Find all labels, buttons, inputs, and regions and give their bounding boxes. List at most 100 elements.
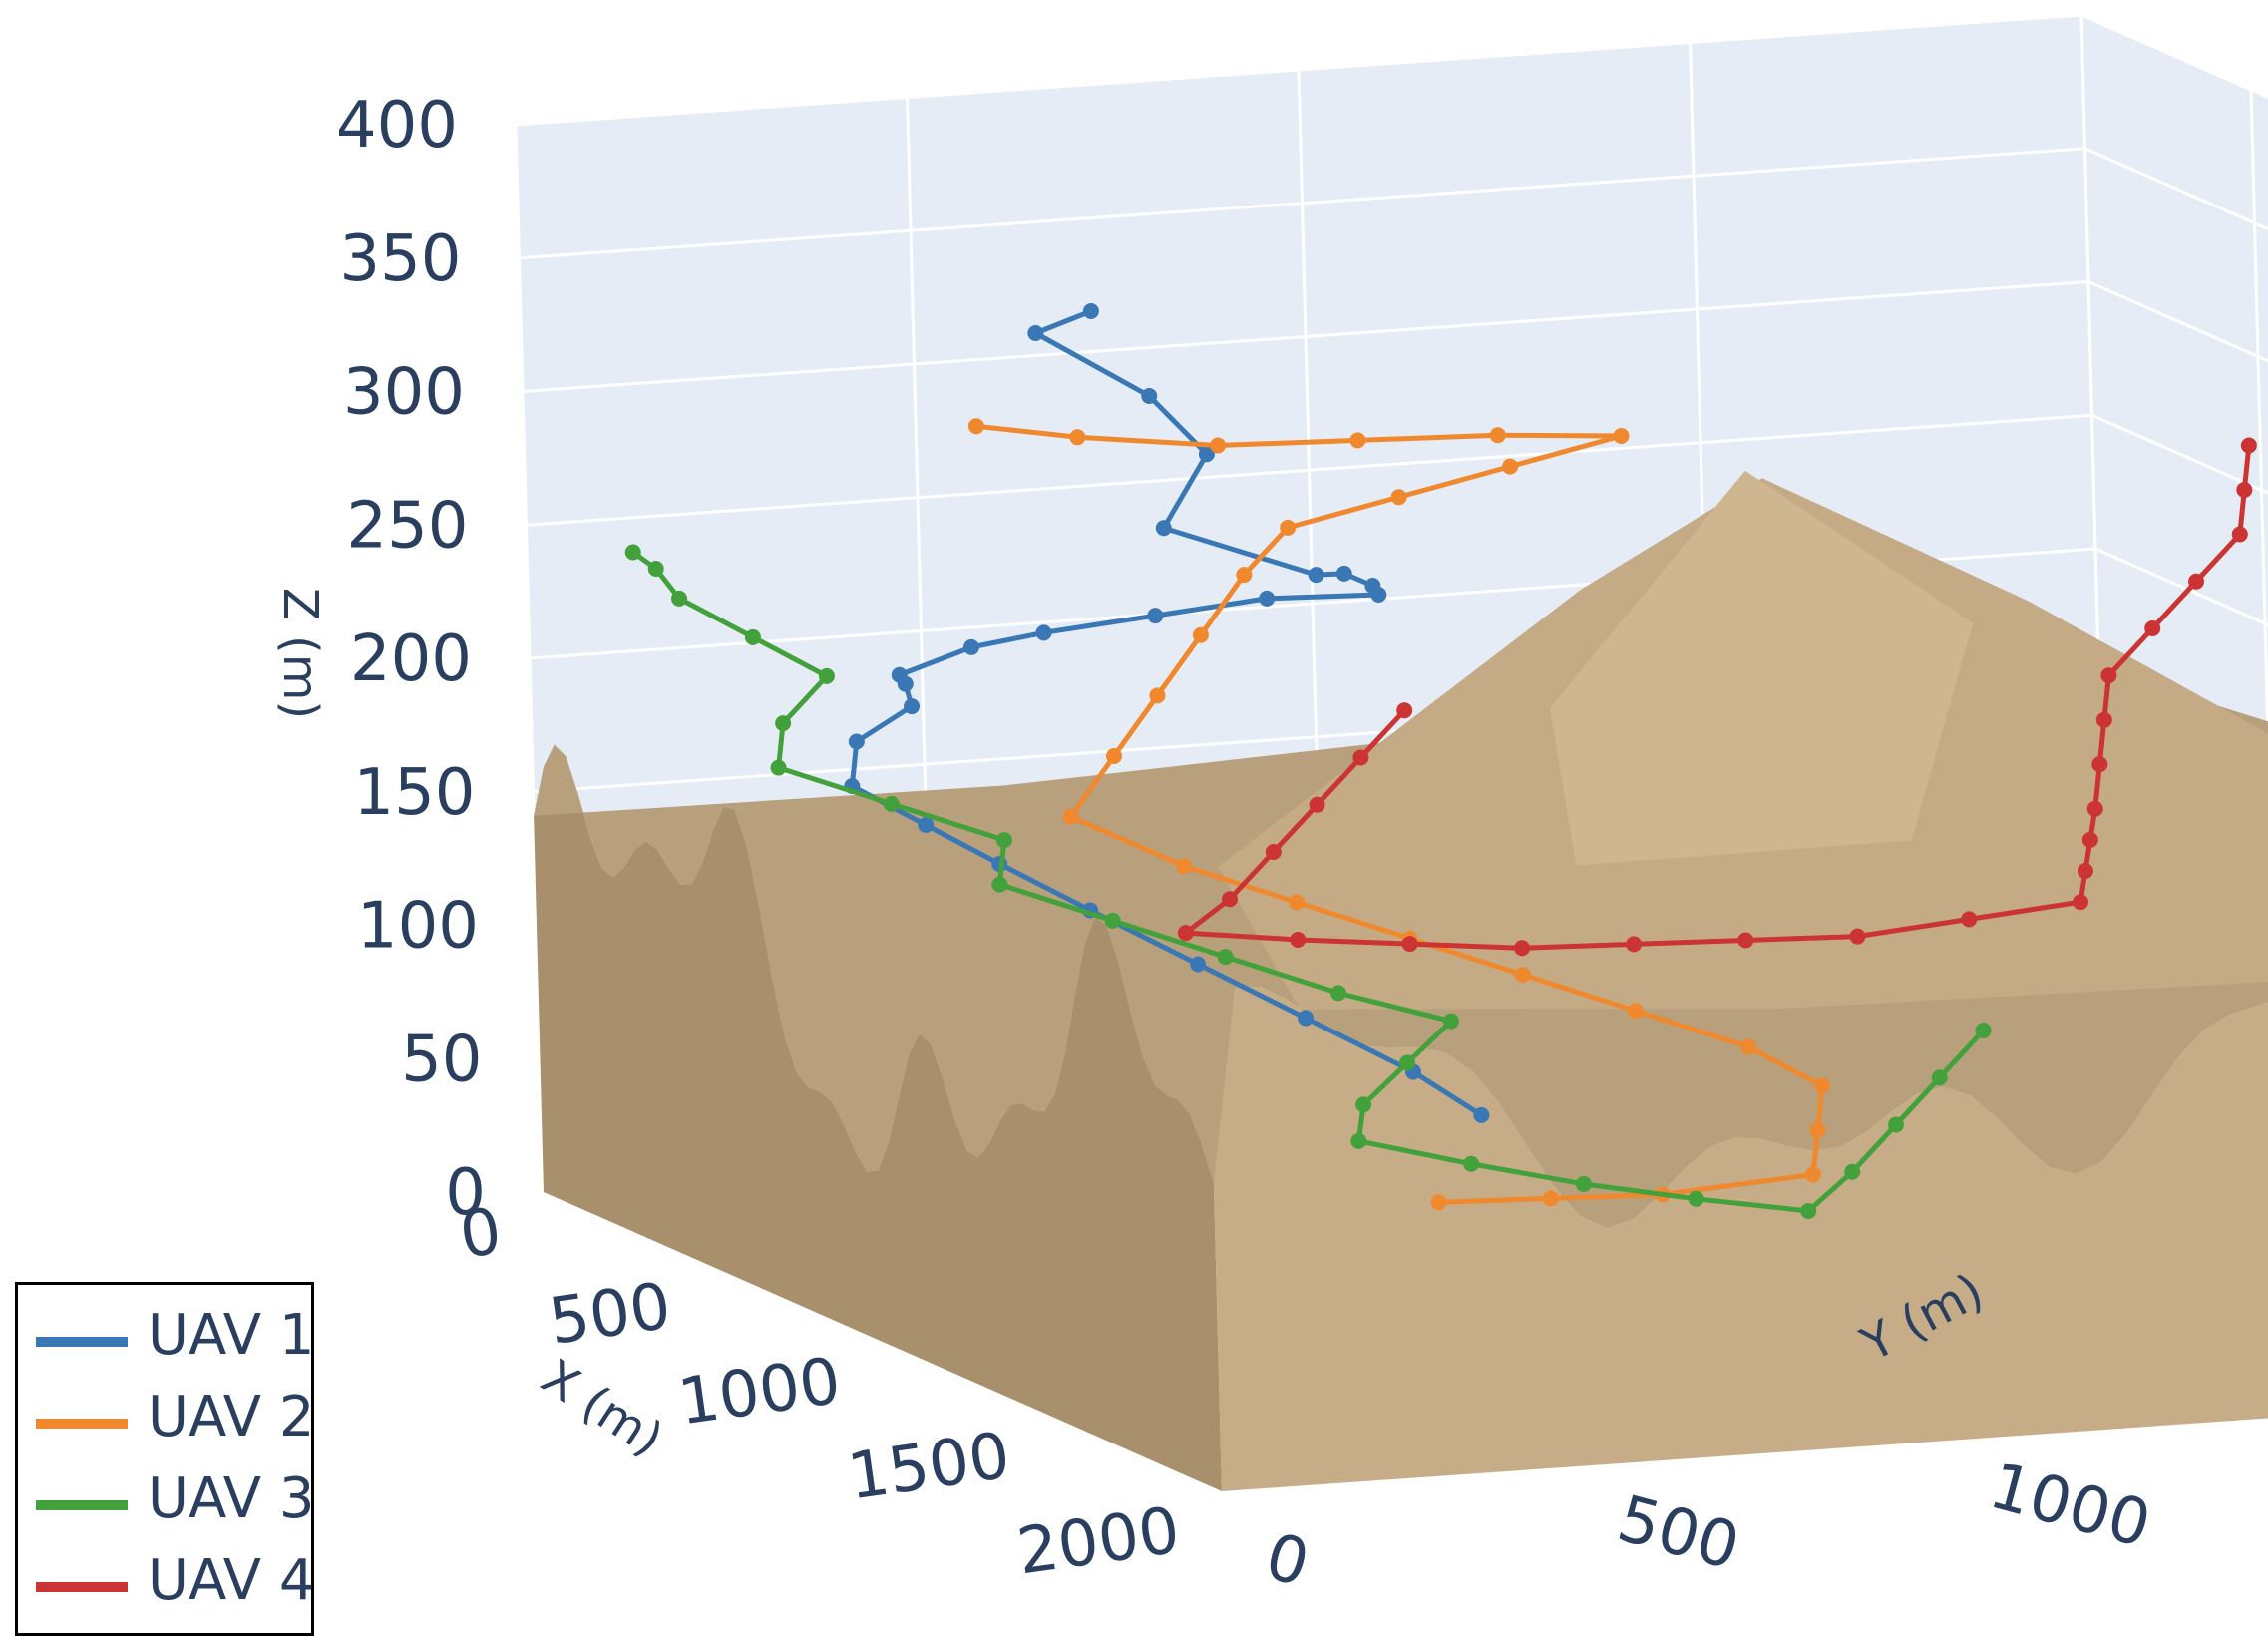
z-tick-label: 250 [346, 489, 468, 563]
trajectory-point [1027, 325, 1044, 341]
legend-item-uav-1[interactable]: UAV 1 [36, 1299, 314, 1379]
trajectory-point [1688, 1190, 1704, 1207]
z-axis-label: Z (m) [272, 588, 328, 719]
trajectory-point [1210, 437, 1227, 454]
trajectory-point [818, 667, 835, 684]
legend-swatch [36, 1582, 128, 1592]
trajectories [624, 303, 2257, 1219]
trajectory-point [1289, 894, 1306, 911]
trajectory-uav-2 [967, 418, 1831, 1211]
x-tick-label: 500 [545, 1270, 675, 1360]
trajectory-point [1082, 303, 1099, 319]
x-tick-label: 0 [456, 1195, 507, 1274]
legend-item-uav-4[interactable]: UAV 4 [36, 1544, 314, 1624]
trajectory-point [995, 832, 1012, 849]
trajectory-point [1740, 1038, 1757, 1055]
trajectory-point [2236, 482, 2253, 498]
trajectory-point [1627, 1003, 1644, 1020]
trajectory-point [1149, 687, 1166, 704]
trajectory-point [1330, 985, 1346, 1002]
legend-label: UAV 2 [148, 1385, 315, 1449]
trajectory-point [1177, 925, 1194, 942]
trajectory-point [1236, 567, 1253, 584]
terrain-summit [1550, 470, 1974, 866]
trajectory-point [1069, 429, 1086, 446]
legend-swatch [36, 1500, 128, 1510]
x-tick-label: 1000 [674, 1345, 846, 1441]
trajectory-uav-3 [624, 544, 1992, 1219]
trajectory-point [1352, 749, 1369, 766]
trajectory-point [1106, 748, 1122, 764]
trajectory-point [1217, 949, 1234, 966]
z-tick-label: 200 [350, 622, 472, 696]
trajectory-point [1961, 911, 1978, 928]
legend-swatch [36, 1337, 128, 1347]
trajectory-point [2073, 894, 2089, 911]
trajectory-point [1192, 626, 1209, 643]
trajectory-point [1514, 967, 1531, 983]
trajectory-point [2077, 863, 2093, 879]
trajectory-point [2091, 756, 2108, 773]
trajectory-point [1626, 936, 1643, 953]
trajectory-point [1259, 590, 1276, 607]
legend-swatch [36, 1419, 128, 1429]
legend: UAV 1 UAV 2 UAV 3 UAV 4 [15, 1282, 314, 1636]
trajectory-point [918, 817, 935, 833]
trajectory-point [1814, 1077, 1831, 1094]
x-axis-label: X (m) [532, 1349, 673, 1467]
y-tick-label: 500 [1610, 1482, 1746, 1585]
trajectory-point [1390, 489, 1407, 506]
trajectory-point [1396, 702, 1413, 719]
trajectory-point [1349, 432, 1366, 449]
x-gridline [2249, 89, 2268, 795]
trajectory-point [1147, 608, 1164, 624]
z-tick-label: 400 [336, 89, 458, 163]
trajectory-point [1104, 912, 1121, 929]
trajectory-uav-1 [844, 303, 1490, 1123]
y-tick-label: 1000 [1982, 1449, 2157, 1563]
trajectory-point [1222, 891, 1238, 908]
trajectory-point [1542, 1190, 1559, 1207]
trajectory-point [1298, 1010, 1315, 1027]
trajectory-point [1489, 427, 1506, 444]
trajectory-point [1463, 1155, 1480, 1172]
trajectory-point [1800, 1202, 1817, 1219]
trajectory-point [1308, 567, 1324, 584]
z-tick-label: 350 [339, 222, 461, 296]
trajectory-point [647, 561, 664, 577]
trajectory-point [1809, 1122, 1826, 1138]
trajectory-point [1280, 519, 1297, 536]
legend-item-uav-3[interactable]: UAV 3 [36, 1462, 314, 1542]
trajectory-point [1309, 796, 1325, 813]
z-tick-label: 50 [401, 1023, 482, 1096]
trajectory-point [1442, 1013, 1459, 1030]
trajectory-point [1804, 1166, 1821, 1183]
trajectory-point [1350, 1132, 1367, 1149]
trajectory-point [1401, 936, 1418, 953]
trajectory-point [1062, 808, 1079, 825]
terrain-front-face [534, 744, 1222, 1491]
legend-item-uav-2[interactable]: UAV 2 [36, 1381, 314, 1460]
trajectory-point [1190, 956, 1207, 973]
trajectory-point [963, 638, 979, 655]
trajectory-point [1399, 1054, 1416, 1071]
x-tick-label: 2000 [1013, 1494, 1185, 1590]
trajectory-point [1844, 1163, 1861, 1180]
trajectory-point [1290, 931, 1307, 948]
trajectory-point [1975, 1023, 1992, 1038]
trajectory-point [1355, 1096, 1372, 1113]
trajectory-point [624, 544, 641, 561]
z-tick-label: 100 [357, 890, 479, 964]
trajectory-uav-4 [1177, 437, 2257, 957]
trajectory-point [883, 795, 900, 812]
z-tick-label: 300 [343, 356, 465, 430]
trajectory-point [2086, 800, 2103, 817]
trajectory-point [2188, 573, 2204, 590]
legend-label: UAV 4 [148, 1548, 315, 1613]
trajectory-point [1849, 928, 1866, 945]
y-tick-label: 0 [1258, 1520, 1316, 1602]
trajectory-point [2240, 437, 2257, 454]
z-tick-label: 0 [445, 1156, 486, 1230]
trajectory-point [1514, 940, 1530, 957]
